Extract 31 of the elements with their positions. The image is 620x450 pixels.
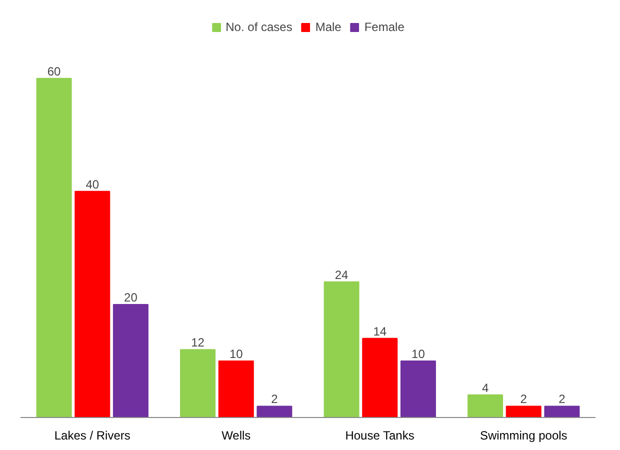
legend-label: Male — [315, 20, 342, 34]
bar — [112, 304, 148, 418]
bar — [256, 406, 292, 418]
data-label: 4 — [482, 380, 489, 395]
data-label: 2 — [520, 392, 528, 406]
data-label: 40 — [86, 177, 100, 192]
bar — [324, 281, 360, 418]
bar — [544, 406, 580, 418]
legend-label: Female — [364, 20, 404, 34]
data-label: 12 — [191, 336, 205, 350]
legend-label: No. of cases — [226, 20, 292, 34]
x-tick-label: House Tanks — [345, 428, 414, 442]
bar — [36, 78, 72, 418]
bar — [180, 349, 216, 418]
bar — [506, 406, 542, 418]
data-label: 2 — [271, 392, 278, 406]
data-label: 20 — [124, 290, 138, 304]
data-label: 10 — [412, 346, 426, 361]
data-label: 10 — [229, 346, 244, 361]
data-label: 14 — [373, 324, 387, 338]
data-label: 60 — [47, 64, 62, 78]
x-tick-label: Wells — [222, 428, 251, 442]
data-label: 2 — [558, 392, 566, 406]
data-label: 24 — [334, 268, 349, 282]
bar — [74, 190, 110, 418]
x-tick-label: Lakes / Rivers — [54, 428, 130, 442]
bar — [218, 360, 254, 418]
bar — [362, 338, 398, 418]
x-tick-label: Swimming pools — [480, 428, 568, 442]
bar — [468, 394, 504, 418]
bar — [400, 360, 436, 418]
